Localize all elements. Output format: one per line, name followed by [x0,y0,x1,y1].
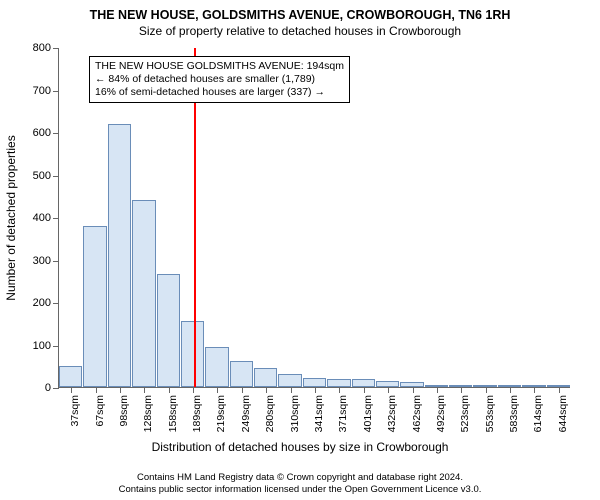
y-tick-label: 600 [33,127,51,139]
x-tick [510,387,511,393]
y-tick-label: 700 [33,85,51,97]
histogram-bar [352,379,375,387]
x-tick-label: 128sqm [142,395,154,432]
y-tick [53,261,59,262]
annotation-line: THE NEW HOUSE GOLDSMITHS AVENUE: 194sqm [95,60,344,73]
x-tick [461,387,462,393]
x-tick [315,387,316,393]
x-tick-label: 189sqm [191,395,203,432]
histogram-bar [278,374,301,387]
x-axis-title: Distribution of detached houses by size … [0,440,600,454]
histogram-bar [83,226,106,388]
y-tick [53,303,59,304]
x-tick [534,387,535,393]
x-tick-label: 280sqm [264,395,276,432]
x-tick-label: 401sqm [362,395,374,432]
x-tick [339,387,340,393]
y-tick-label: 100 [33,340,51,352]
histogram-bar [157,274,180,387]
x-tick-label: 67sqm [94,395,106,427]
x-tick-label: 341sqm [313,395,325,432]
y-tick-label: 300 [33,255,51,267]
x-tick-label: 492sqm [435,395,447,432]
x-tick-label: 644sqm [557,395,569,432]
annotation-line: ← 84% of detached houses are smaller (1,… [95,73,344,86]
x-tick [486,387,487,393]
annotation-box: THE NEW HOUSE GOLDSMITHS AVENUE: 194sqm←… [89,56,350,103]
x-tick-label: 37sqm [69,395,81,427]
y-tick-label: 200 [33,297,51,309]
y-tick-label: 800 [33,42,51,54]
y-axis-title: Number of detached properties [4,135,18,300]
x-tick-label: 432sqm [386,395,398,432]
x-tick-label: 614sqm [532,395,544,432]
x-tick [364,387,365,393]
x-tick-label: 371sqm [337,395,349,432]
x-tick [96,387,97,393]
x-tick-label: 158sqm [167,395,179,432]
x-tick [559,387,560,393]
x-tick-label: 553sqm [484,395,496,432]
x-tick [120,387,121,393]
x-tick-label: 462sqm [411,395,423,432]
x-tick [291,387,292,393]
histogram-bar [254,368,277,387]
y-tick-label: 500 [33,170,51,182]
histogram-bar [327,379,350,388]
x-tick [144,387,145,393]
y-tick [53,346,59,347]
histogram-bar [108,124,131,388]
x-tick-label: 98sqm [118,395,130,427]
y-tick [53,388,59,389]
x-tick [169,387,170,393]
y-tick [53,218,59,219]
x-tick [388,387,389,393]
x-tick [437,387,438,393]
x-tick [71,387,72,393]
histogram-bar [230,361,253,387]
y-tick [53,48,59,49]
x-tick [266,387,267,393]
chart-subtitle: Size of property relative to detached ho… [0,22,600,44]
x-tick [413,387,414,393]
attribution-footer: Contains HM Land Registry data © Crown c… [0,472,600,496]
x-tick [242,387,243,393]
annotation-line: 16% of semi-detached houses are larger (… [95,86,344,99]
histogram-bar [303,378,326,387]
x-tick-label: 523sqm [459,395,471,432]
y-tick [53,91,59,92]
x-tick-label: 310sqm [289,395,301,432]
y-tick-label: 0 [45,382,51,394]
footer-line-1: Contains HM Land Registry data © Crown c… [0,472,600,484]
histogram-bar [59,366,82,387]
y-tick [53,133,59,134]
histogram-bar [205,347,228,387]
histogram-bar [181,321,204,387]
x-tick-label: 583sqm [508,395,520,432]
x-tick-label: 219sqm [215,395,227,432]
y-tick [53,176,59,177]
plot-area: 010020030040050060070080037sqm67sqm98sqm… [58,48,570,388]
x-tick [193,387,194,393]
y-tick-label: 400 [33,212,51,224]
histogram-bar [132,200,155,387]
x-tick [217,387,218,393]
chart-title: THE NEW HOUSE, GOLDSMITHS AVENUE, CROWBO… [0,0,600,22]
footer-line-2: Contains public sector information licen… [0,484,600,496]
x-tick-label: 249sqm [240,395,252,432]
